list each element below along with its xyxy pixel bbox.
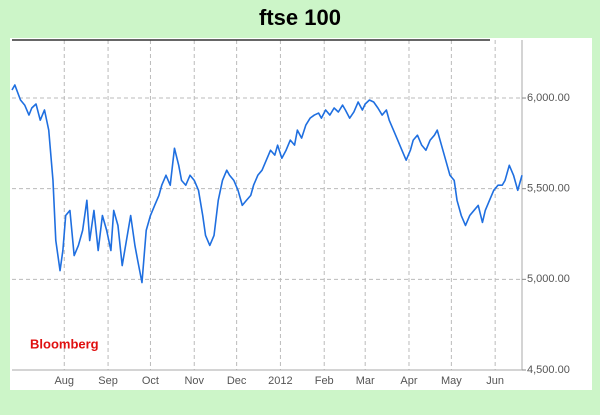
line: [11, 84, 523, 284]
x-tick-label: Dec: [227, 375, 247, 387]
x-tick-label: Nov: [184, 375, 204, 387]
x-tick-label: Apr: [400, 375, 417, 387]
x-tick-label: Oct: [142, 375, 159, 387]
y-tick-label: 4,500.00: [527, 364, 570, 376]
x-tick-label: Sep: [98, 375, 118, 387]
chart-title: ftse 100: [259, 5, 341, 30]
x-tick-label: Mar: [356, 375, 375, 387]
x-tick-label: Aug: [54, 375, 74, 387]
x-tick-label: Jun: [486, 375, 504, 387]
y-tick-label: 5,000.00: [527, 273, 570, 285]
x-tick-label: 2012: [268, 375, 292, 387]
x-tick-label: Feb: [315, 375, 334, 387]
annotation: Bloomberg: [30, 336, 99, 351]
x-tick-label: May: [441, 375, 462, 387]
y-tick-label: 5,500.00: [527, 183, 570, 195]
y-tick-label: 6,000.00: [527, 92, 570, 104]
